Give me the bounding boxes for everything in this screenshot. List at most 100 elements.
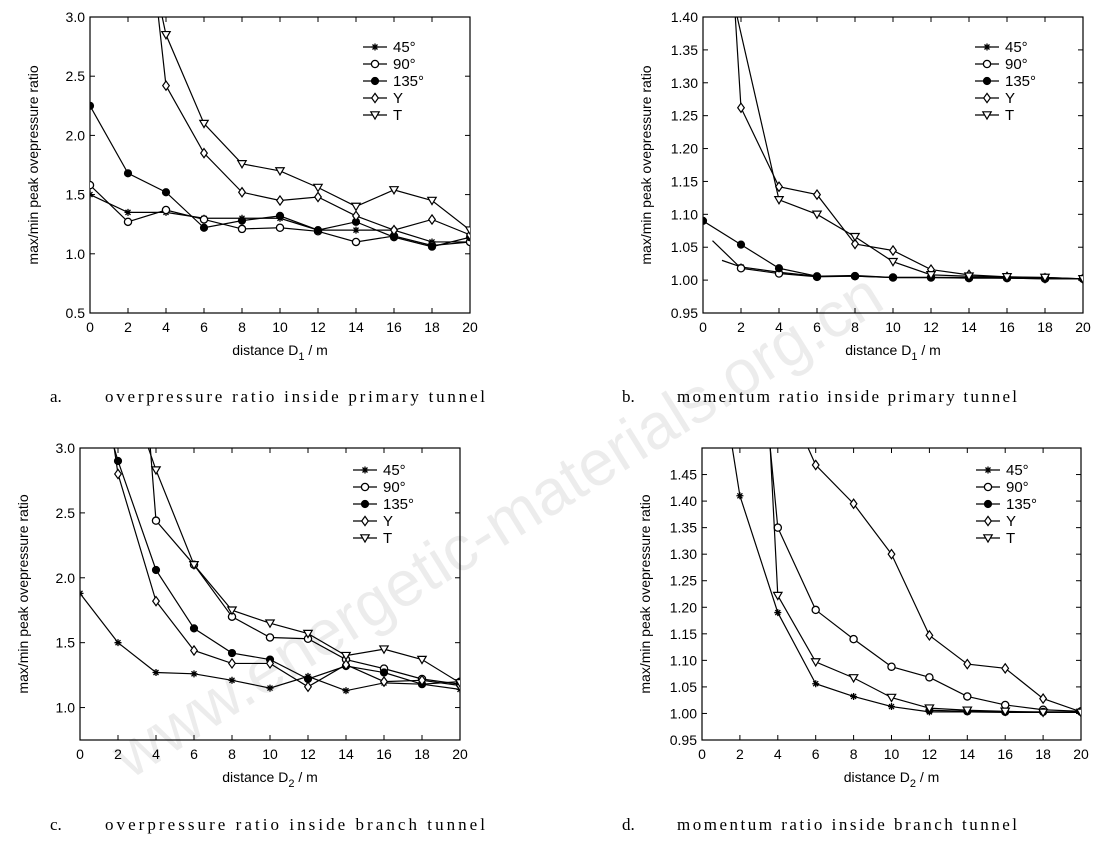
data-point — [199, 147, 209, 159]
series-line — [736, 17, 1083, 280]
data-point — [80, 589, 84, 597]
y-tick-label: 1.10 — [671, 206, 698, 222]
series-line — [731, 448, 1081, 713]
star-glyph — [80, 589, 84, 597]
star-glyph — [736, 492, 744, 500]
data-point — [123, 169, 133, 178]
legend-label: Y — [1006, 513, 1016, 530]
series-diamond — [734, 17, 1083, 285]
data-point — [736, 264, 746, 273]
y-tick-label: 1.5 — [56, 635, 76, 651]
legend: 45°90°135°YT — [353, 462, 414, 547]
data-point — [774, 609, 782, 617]
data-point — [811, 605, 820, 615]
x-tick-label: 12 — [300, 746, 316, 762]
series-tri-down — [769, 448, 1081, 718]
data-point — [237, 216, 247, 225]
x-tick-label: 16 — [999, 319, 1015, 335]
data-point — [226, 606, 238, 616]
x-tick-label: 0 — [699, 319, 707, 335]
data-point — [341, 659, 351, 671]
x-tick-label: 14 — [338, 746, 354, 762]
data-point — [454, 679, 460, 689]
y-tick-label: 1.40 — [670, 493, 697, 509]
x-tick-label: 6 — [812, 746, 820, 762]
legend-marker — [360, 482, 370, 492]
data-point — [925, 271, 937, 281]
series-line — [157, 17, 470, 236]
y-tick-label: 1.30 — [671, 75, 698, 91]
data-point — [1000, 700, 1010, 710]
data-point — [888, 273, 898, 282]
x-tick-label: 18 — [424, 319, 440, 335]
data-point — [812, 188, 822, 201]
legend-marker — [983, 499, 993, 509]
caption-letter: c. — [50, 815, 62, 834]
legend: 45°90°135°YT — [363, 39, 424, 124]
x-tick-label: 18 — [414, 746, 430, 762]
star-glyph — [90, 191, 94, 199]
legend-label: T — [393, 107, 402, 124]
data-point — [999, 707, 1011, 717]
y-axis-label: max/min peak ovepressure ratio — [637, 494, 653, 693]
y-axis-label: max/min peak ovepressure ratio — [638, 65, 654, 264]
legend-marker — [982, 76, 992, 86]
data-point — [265, 657, 275, 670]
data-point — [887, 548, 896, 560]
data-point — [774, 181, 784, 193]
y-tick-label: 0.95 — [671, 305, 698, 321]
x-axis-label-tail: / m — [304, 342, 327, 358]
data-point — [1077, 274, 1083, 284]
x-axis-label-main: distance D — [222, 769, 288, 785]
legend-marker — [982, 534, 994, 544]
y-tick-label: 1.30 — [670, 546, 697, 562]
legend-label: 135° — [383, 496, 414, 513]
x-tick-label: 12 — [922, 746, 938, 762]
x-tick-label: 10 — [885, 319, 901, 335]
series-tri-down — [160, 17, 470, 236]
legend-label: 135° — [1006, 496, 1037, 513]
series-line — [734, 17, 1083, 280]
legend-entry: 135° — [976, 496, 1037, 513]
data-point — [160, 30, 172, 40]
data-point — [1001, 273, 1013, 283]
legend-entry: T — [976, 530, 1015, 547]
x-axis-label-sub: 2 — [910, 778, 916, 790]
x-axis-label-tail: / m — [916, 769, 939, 785]
x-tick-label: 0 — [698, 746, 706, 762]
star-glyph — [124, 208, 132, 216]
data-point — [925, 673, 934, 682]
x-axis-label-main: distance D — [232, 342, 298, 358]
legend-label: 90° — [393, 56, 416, 73]
y-axis-label: max/min peak ovepressure ratio — [15, 494, 31, 693]
series-layer — [703, 17, 1083, 285]
legend-marker — [361, 466, 369, 474]
data-point — [963, 692, 972, 701]
series-line — [147, 448, 460, 684]
legend-label: 45° — [1006, 462, 1029, 479]
star-glyph — [152, 669, 160, 677]
data-point — [888, 703, 895, 711]
legend-label: Y — [393, 90, 403, 107]
data-point — [151, 516, 161, 525]
data-point — [151, 595, 161, 607]
x-tick-label: 14 — [348, 319, 364, 335]
x-tick-label: 16 — [997, 746, 1013, 762]
legend-label: T — [383, 530, 392, 547]
data-point — [313, 191, 323, 203]
y-tick-label: 1.45 — [670, 467, 697, 483]
y-tick-label: 2.0 — [56, 570, 76, 586]
x-tick-label: 12 — [310, 319, 326, 335]
legend-entry: 90° — [353, 479, 406, 496]
data-point — [850, 272, 860, 281]
x-tick-label: 10 — [884, 746, 900, 762]
y-tick-label: 1.40 — [671, 9, 698, 25]
data-point — [188, 560, 200, 570]
data-point — [161, 205, 171, 215]
y-tick-label: 1.05 — [671, 239, 698, 255]
caption-letter: d. — [622, 815, 635, 834]
data-point — [151, 565, 161, 575]
legend-label: 45° — [1005, 39, 1028, 56]
legend-label: T — [1006, 530, 1015, 547]
y-tick-label: 1.35 — [670, 520, 697, 536]
